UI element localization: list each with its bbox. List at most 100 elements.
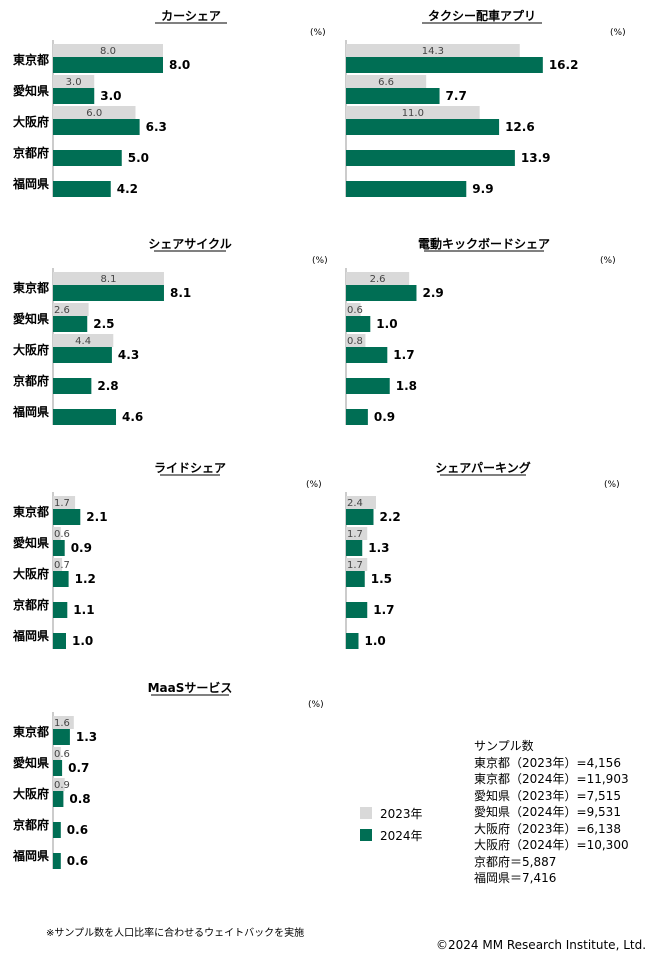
- category-label: 大阪府: [13, 786, 49, 801]
- bar-2024: [346, 509, 374, 525]
- data-label-2024: 0.6: [67, 823, 88, 837]
- category-label: 東京都: [13, 280, 49, 295]
- bar-2023: [346, 527, 368, 540]
- bar-2024: [53, 760, 63, 776]
- unit-label: (%): [310, 28, 326, 38]
- bar-2024: [53, 853, 61, 869]
- data-label-2024: 2.8: [97, 379, 118, 393]
- data-label-2024: 2.1: [86, 510, 107, 524]
- category-label: 東京都: [13, 504, 49, 519]
- bar-2024: [53, 378, 92, 394]
- chart-title: カーシェア: [161, 9, 221, 23]
- category-label: 福岡県: [12, 628, 49, 643]
- bar-2024: [346, 633, 359, 649]
- category-label: 愛知県: [13, 311, 49, 326]
- data-label-2023: 0.6: [54, 529, 70, 540]
- copyright: ©2024 MM Research Institute, Ltd.: [436, 938, 647, 952]
- bar-2024: [53, 57, 163, 73]
- bar-2023: [53, 496, 76, 509]
- bar-2024: [53, 285, 164, 301]
- data-label-2023: 0.8: [347, 336, 363, 347]
- data-label-2024: 0.9: [71, 541, 92, 555]
- category-label: 愛知県: [13, 83, 49, 98]
- chart-title: ライドシェア: [154, 461, 226, 475]
- bar-2024: [53, 150, 122, 166]
- data-label-2024: 13.9: [521, 151, 551, 165]
- data-label-2024: 1.2: [75, 572, 96, 586]
- sample-size-block: サンプル数 東京都（2023年）=4,156 東京都（2024年）=11,903…: [474, 738, 629, 887]
- data-label-2023: 1.7: [347, 560, 363, 571]
- sample-line: 大阪府（2024年）=10,300: [474, 838, 629, 852]
- sample-line: 愛知県（2024年）=9,531: [474, 805, 621, 819]
- data-label-2024: 0.9: [374, 410, 395, 424]
- bar-2024: [346, 57, 543, 73]
- data-label-2024: 4.2: [117, 182, 138, 196]
- bar-2023: [346, 272, 410, 285]
- bar-2024: [53, 822, 61, 838]
- data-label-2024: 1.0: [376, 317, 397, 331]
- data-label-2024: 6.3: [146, 120, 167, 134]
- bar-2024: [53, 88, 95, 104]
- data-label-2023: 0.7: [54, 560, 70, 571]
- sample-line: 京都府＝5,887: [474, 854, 557, 869]
- category-label: 京都府: [13, 373, 49, 388]
- category-label: 京都府: [13, 817, 49, 832]
- bar-2023: [53, 558, 63, 571]
- data-label-2024: 9.9: [472, 182, 493, 196]
- bar-2023: [346, 334, 366, 347]
- category-label: 福岡県: [12, 176, 49, 191]
- bar-2024: [346, 88, 440, 104]
- data-label-2023: 11.0: [402, 108, 424, 119]
- data-label-2023: 8.1: [101, 274, 117, 285]
- data-label-2023: 2.6: [370, 274, 386, 285]
- bar-2023: [53, 272, 164, 285]
- data-label-2023: 0.6: [54, 749, 70, 760]
- bar-2024: [346, 150, 515, 166]
- bar-2024: [53, 571, 69, 587]
- data-label-2024: 1.3: [368, 541, 389, 555]
- bar-2024: [346, 316, 371, 332]
- bar-2023: [346, 303, 361, 316]
- bar-2023: [346, 558, 368, 571]
- bar-2024: [53, 181, 111, 197]
- data-label-2023: 2.4: [347, 498, 363, 509]
- sample-line: 大阪府（2023年）=6,138: [474, 821, 621, 836]
- data-label-2024: 7.7: [446, 89, 467, 103]
- bar-2024: [53, 791, 64, 807]
- bar-2024: [346, 409, 368, 425]
- unit-label: (%): [306, 480, 322, 490]
- data-label-2023: 0.6: [347, 305, 363, 316]
- bar-2023: [53, 527, 61, 540]
- bar-2024: [346, 602, 368, 618]
- category-label: 大阪府: [13, 566, 49, 581]
- data-label-2024: 1.0: [365, 634, 386, 648]
- data-label-2023: 1.6: [54, 718, 70, 729]
- data-label-2024: 8.0: [169, 58, 190, 72]
- data-label-2024: 4.6: [122, 410, 143, 424]
- data-label-2024: 1.1: [73, 603, 94, 617]
- data-label-2024: 8.1: [170, 286, 191, 300]
- data-label-2023: 1.7: [54, 498, 70, 509]
- bar-2024: [346, 285, 417, 301]
- category-label: 京都府: [13, 597, 49, 612]
- data-label-2024: 2.5: [93, 317, 114, 331]
- data-label-2024: 3.0: [100, 89, 121, 103]
- bar-2024: [53, 633, 66, 649]
- category-label: 愛知県: [13, 535, 49, 550]
- chart-title: シェアサイクル: [148, 237, 231, 251]
- data-label-2024: 1.5: [371, 572, 392, 586]
- bar-2024: [346, 540, 363, 556]
- data-label-2024: 1.8: [396, 379, 417, 393]
- unit-label: (%): [600, 256, 616, 266]
- data-label-2024: 1.3: [76, 730, 97, 744]
- bar-2024: [346, 378, 390, 394]
- sample-line: 東京都（2024年）=11,903: [474, 772, 629, 786]
- bar-2023: [53, 334, 114, 347]
- footnote: ※サンプル数を人口比率に合わせるウェイトバックを実施: [46, 928, 305, 939]
- data-label-2024: 0.8: [69, 792, 90, 806]
- legend-item-2024: 2024年: [360, 824, 423, 846]
- bar-2024: [53, 729, 70, 745]
- category-label: 福岡県: [12, 848, 49, 863]
- category-label: 福岡県: [12, 404, 49, 419]
